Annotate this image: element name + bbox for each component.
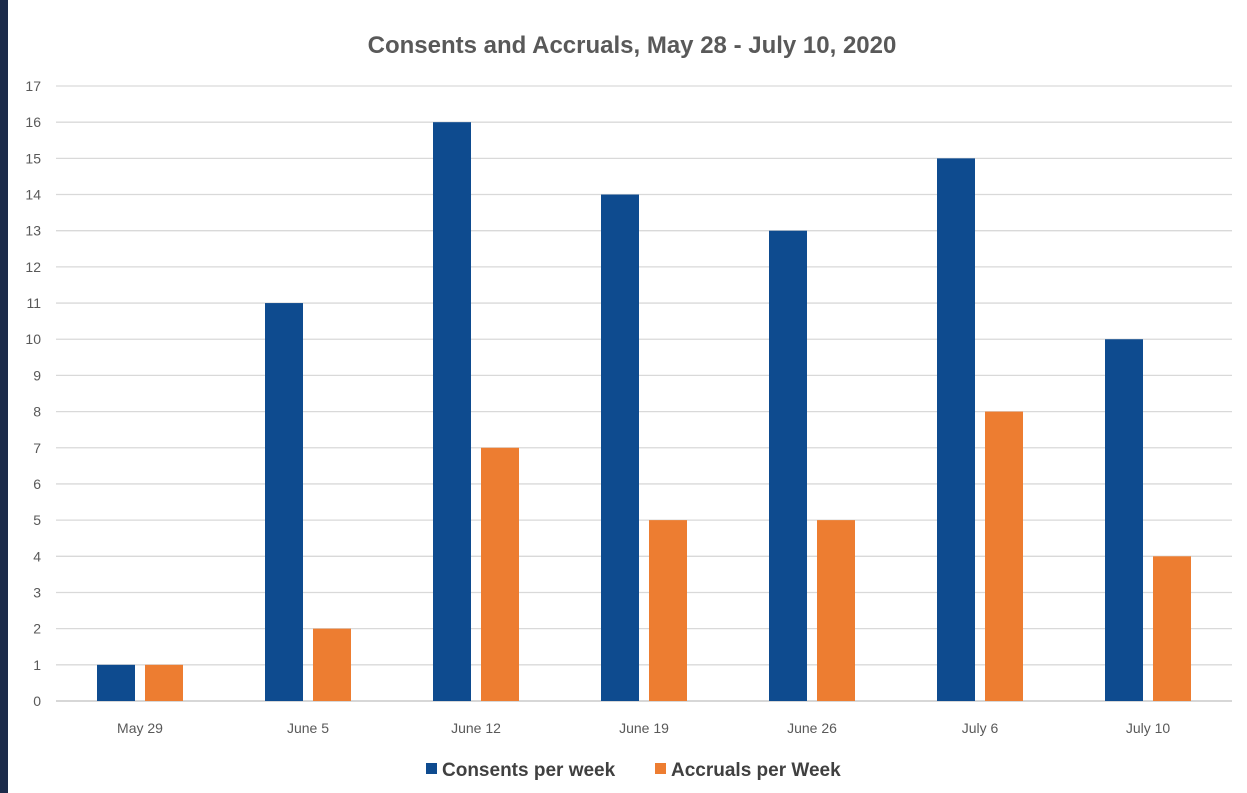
bar-consents [601, 194, 639, 701]
x-tick-label: July 6 [962, 720, 999, 736]
bar-accruals [649, 520, 687, 701]
x-tick-label: May 29 [117, 720, 163, 736]
y-tick-label: 12 [25, 259, 41, 275]
y-tick-label: 17 [25, 78, 41, 94]
y-tick-label: 10 [25, 331, 41, 347]
y-tick-label: 1 [33, 657, 41, 673]
bar-accruals [985, 411, 1023, 701]
bar-accruals [817, 520, 855, 701]
x-tick-label: June 5 [287, 720, 329, 736]
bar-consents [433, 122, 471, 702]
legend: Consents per week Accruals per Week [426, 760, 841, 781]
x-tick-label: July 10 [1126, 720, 1171, 736]
y-tick-label: 9 [33, 367, 41, 383]
x-tick-label: June 12 [451, 720, 501, 736]
legend-swatch [655, 763, 666, 774]
y-tick-label: 6 [33, 476, 41, 492]
bar-consents [265, 303, 303, 701]
bar-accruals [313, 628, 351, 701]
y-tick-label: 7 [33, 440, 41, 456]
bar-accruals [481, 447, 519, 701]
y-tick-label: 5 [33, 512, 41, 528]
legend-label: Consents per week [442, 760, 616, 781]
bar-accruals [145, 664, 183, 701]
bar-accruals [1153, 556, 1191, 701]
bar-consents [1105, 339, 1143, 701]
gridlines [56, 85, 1232, 702]
bar-consents [769, 230, 807, 702]
y-tick-label: 13 [25, 223, 41, 239]
bar-consents [97, 664, 135, 701]
x-tick-label: June 26 [787, 720, 837, 736]
x-tick-label: June 19 [619, 720, 669, 736]
y-tick-label: 2 [33, 621, 41, 637]
y-tick-label: 4 [33, 548, 41, 564]
legend-swatch [426, 763, 437, 774]
y-tick-label: 3 [33, 584, 41, 600]
y-tick-label: 16 [25, 114, 41, 130]
y-tick-label: 8 [33, 404, 41, 420]
legend-label: Accruals per Week [671, 760, 841, 781]
bar-consents [937, 158, 975, 702]
chart-title: Consents and Accruals, May 28 - July 10,… [368, 32, 897, 59]
y-tick-label: 0 [33, 693, 41, 709]
y-tick-label: 11 [26, 295, 41, 311]
y-tick-label: 14 [25, 187, 41, 203]
x-axis-ticks: May 29 June 5 June 12 June 19 June 26 July 6 J… [117, 720, 1170, 736]
y-tick-label: 15 [25, 150, 41, 166]
bars [97, 122, 1191, 702]
